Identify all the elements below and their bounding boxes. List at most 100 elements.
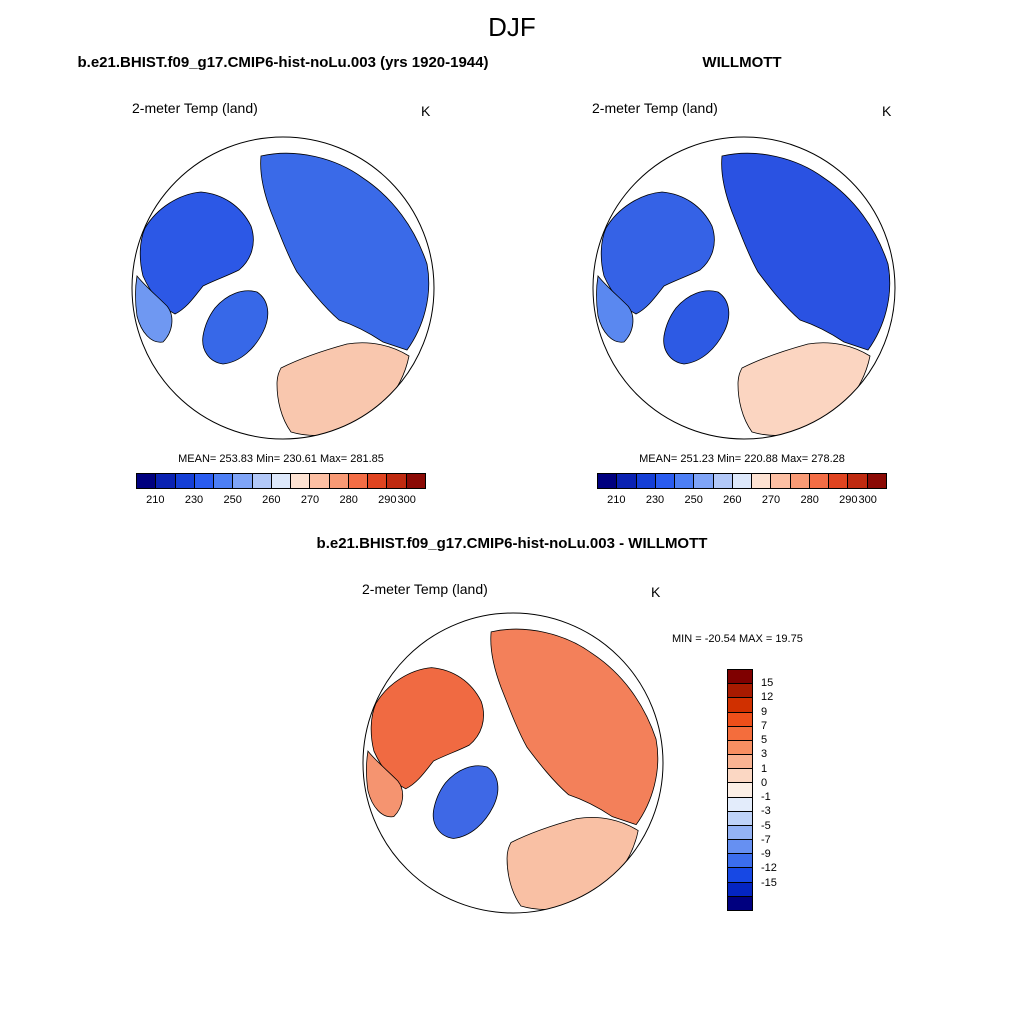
- panel-2-variable-label: 2-meter Temp (land): [592, 100, 718, 116]
- colorbar-swatch: [175, 474, 195, 488]
- panel-2-title: WILLMOTT: [702, 54, 782, 71]
- map-boundary-circle: [592, 136, 896, 440]
- colorbar-swatch: [809, 474, 830, 488]
- colorbar-swatch: [310, 474, 330, 488]
- panel-2-colorbar: [597, 473, 887, 489]
- panel-1-title: b.e21.BHIST.f09_g17.CMIP6-hist-noLu.003 …: [77, 54, 489, 71]
- colorbar-tick-label: 3: [761, 748, 768, 761]
- colorbar-swatch: [137, 474, 157, 488]
- colorbar-tick-label: -15: [761, 876, 777, 889]
- land-region-alaska: [596, 275, 634, 343]
- difference-polar-map: [362, 612, 664, 914]
- colorbar-swatch: [829, 474, 849, 488]
- land-region-canada: [600, 191, 715, 315]
- colorbar-tick-label: 270: [761, 494, 781, 506]
- difference-colorbar: [727, 669, 753, 911]
- colorbar-swatch: [368, 474, 388, 488]
- colorbar-tick-label: 280: [800, 494, 819, 506]
- colorbar-swatch: [291, 474, 311, 488]
- colorbar-tick-label: -3: [761, 805, 771, 818]
- colorbar-tick-label: 12: [761, 691, 774, 704]
- colorbar-swatch: [728, 769, 752, 784]
- colorbar-tick-label: 300: [858, 494, 877, 506]
- panel-1-variable-label: 2-meter Temp (land): [132, 100, 258, 116]
- colorbar-swatch: [728, 726, 752, 741]
- colorbar-swatch: [617, 474, 637, 488]
- colorbar-swatch: [752, 474, 772, 488]
- colorbar-swatch: [329, 474, 349, 488]
- colorbar-tick-label: 7: [761, 719, 768, 732]
- colorbar-tick-label: 210: [607, 494, 626, 506]
- colorbar-tick-label: 1: [761, 762, 768, 775]
- colorbar-swatch: [156, 474, 176, 488]
- land-region-siberia: [260, 152, 430, 351]
- colorbar-tick-label: 9: [761, 705, 768, 718]
- colorbar-tick-label: 260: [723, 494, 742, 506]
- colorbar-swatch: [636, 474, 656, 488]
- panel-1-stats: MEAN= 253.83 Min= 230.61 Max= 281.85: [178, 453, 384, 465]
- colorbar-swatch: [867, 474, 886, 488]
- colorbar-tick-label: 280: [339, 494, 358, 506]
- colorbar-swatch: [728, 740, 752, 756]
- colorbar-swatch: [348, 474, 369, 488]
- colorbar-swatch: [848, 474, 868, 488]
- land-region-greenland: [663, 290, 730, 365]
- colorbar-tick-label: 300: [397, 494, 416, 506]
- colorbar-swatch: [728, 868, 752, 883]
- land-region-canada: [139, 191, 254, 315]
- difference-variable-label: 2-meter Temp (land): [362, 581, 488, 597]
- colorbar-swatch: [598, 474, 618, 488]
- colorbar-swatch: [771, 474, 791, 488]
- colorbar-tick-label: -5: [761, 819, 771, 832]
- colorbar-tick-label: 250: [223, 494, 242, 506]
- colorbar-tick-label: -9: [761, 848, 771, 861]
- map-boundary-circle: [362, 612, 664, 914]
- panel-2-stats: MEAN= 251.23 Min= 220.88 Max= 278.28: [639, 453, 845, 465]
- colorbar-swatch: [655, 474, 676, 488]
- colorbar-tick-label: 290: [378, 494, 397, 506]
- colorbar-swatch: [271, 474, 292, 488]
- difference-title: b.e21.BHIST.f09_g17.CMIP6-hist-noLu.003 …: [316, 535, 708, 552]
- colorbar-tick-label: -12: [761, 862, 777, 875]
- panel-2-polar-map: [592, 136, 896, 440]
- land-region-greenland: [202, 290, 269, 365]
- colorbar-swatch: [252, 474, 272, 488]
- colorbar-tick-label: 250: [684, 494, 703, 506]
- colorbar-tick-label: 270: [300, 494, 320, 506]
- colorbar-swatch: [728, 854, 752, 869]
- panel-1-units-label: K: [421, 103, 431, 119]
- colorbar-swatch: [694, 474, 714, 488]
- colorbar-swatch: [728, 783, 752, 798]
- colorbar-swatch: [713, 474, 733, 488]
- colorbar-swatch: [728, 755, 752, 770]
- colorbar-swatch: [728, 698, 752, 713]
- land-region-europe: [506, 816, 639, 910]
- colorbar-swatch: [387, 474, 407, 488]
- panel-2-colorbar-ticks: 210 230 250 260 270 280 290 300: [597, 494, 887, 508]
- colorbar-swatch: [728, 840, 752, 855]
- colorbar-tick-label: -7: [761, 833, 771, 846]
- colorbar-swatch: [728, 712, 752, 727]
- colorbar-tick-label: 15: [761, 677, 774, 690]
- panel-1-colorbar-ticks: 210 230 250 260 270 280 290 300: [136, 494, 426, 508]
- colorbar-tick-label: 290: [839, 494, 858, 506]
- land-region-europe: [276, 342, 410, 436]
- panel-2-units-label: K: [882, 103, 892, 119]
- colorbar-swatch: [214, 474, 234, 488]
- colorbar-tick-label: -1: [761, 791, 771, 804]
- colorbar-swatch: [728, 797, 752, 812]
- colorbar-tick-label: 210: [146, 494, 165, 506]
- colorbar-tick-label: 260: [262, 494, 281, 506]
- colorbar-swatch: [728, 684, 752, 699]
- colorbar-swatch: [233, 474, 253, 488]
- colorbar-swatch: [194, 474, 215, 488]
- colorbar-swatch: [732, 474, 753, 488]
- difference-units-label: K: [651, 584, 661, 600]
- colorbar-tick-label: 0: [761, 776, 768, 789]
- colorbar-swatch: [728, 825, 752, 841]
- colorbar-swatch: [728, 896, 752, 910]
- colorbar-swatch: [675, 474, 695, 488]
- colorbar-swatch: [728, 670, 752, 685]
- colorbar-swatch: [728, 811, 752, 826]
- map-boundary-circle: [131, 136, 435, 440]
